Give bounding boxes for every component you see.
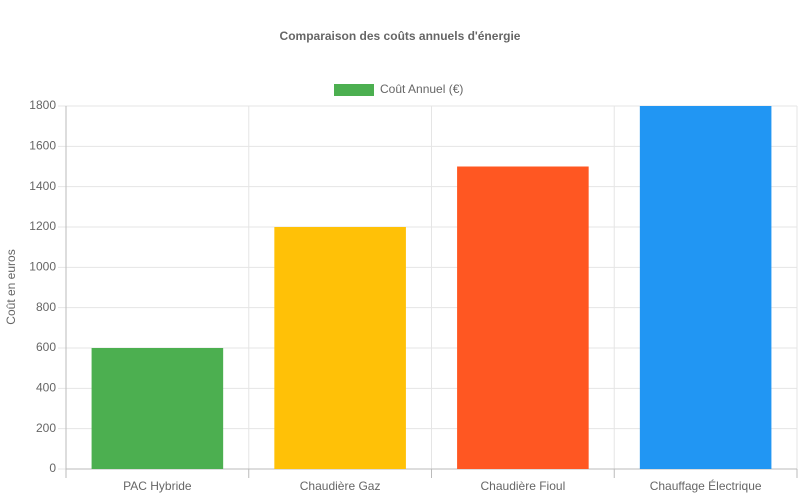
y-tick-label: 0 bbox=[49, 461, 56, 475]
legend-swatch bbox=[334, 84, 374, 96]
y-tick-label: 600 bbox=[36, 340, 56, 354]
chart-title: Comparaison des coûts annuels d'énergie bbox=[280, 29, 521, 43]
bar bbox=[274, 227, 406, 469]
x-tick-label: PAC Hybride bbox=[123, 479, 192, 493]
bar bbox=[457, 166, 589, 469]
y-tick-label: 1600 bbox=[29, 139, 56, 153]
bar bbox=[639, 106, 772, 469]
y-tick-label: 400 bbox=[36, 381, 56, 395]
y-tick-label: 200 bbox=[36, 421, 56, 435]
y-axis-label: Coût en euros bbox=[4, 249, 18, 324]
legend-label: Coût Annuel (€) bbox=[380, 82, 463, 96]
y-tick-label: 1200 bbox=[29, 219, 56, 233]
y-tick-label: 800 bbox=[36, 300, 56, 314]
y-tick-label: 1800 bbox=[29, 98, 56, 112]
x-tick-label: Chauffage Électrique bbox=[650, 478, 762, 493]
x-tick-label: Chaudière Gaz bbox=[300, 479, 381, 493]
bar bbox=[91, 348, 224, 469]
y-tick-label: 1000 bbox=[29, 260, 56, 274]
y-tick-label: 1400 bbox=[29, 179, 56, 193]
x-tick-label: Chaudière Fioul bbox=[481, 479, 566, 493]
